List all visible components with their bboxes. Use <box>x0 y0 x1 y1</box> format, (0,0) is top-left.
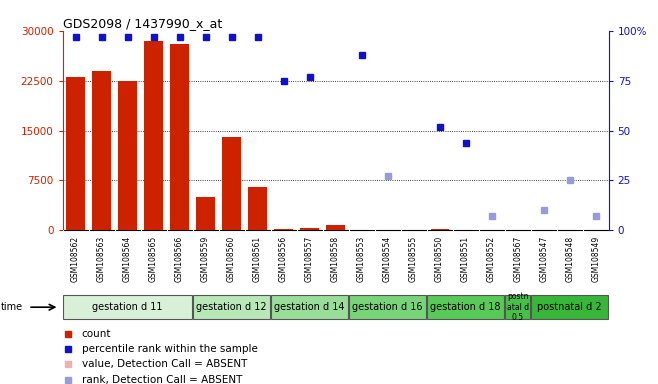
Text: GSM108553: GSM108553 <box>357 235 366 282</box>
Text: gestation d 18: gestation d 18 <box>430 302 501 312</box>
Text: GSM108566: GSM108566 <box>175 235 184 282</box>
Bar <box>222 137 241 230</box>
Bar <box>92 71 111 230</box>
Text: GSM108547: GSM108547 <box>539 235 548 282</box>
Text: GSM108554: GSM108554 <box>383 235 392 282</box>
Bar <box>349 295 426 319</box>
Bar <box>197 197 215 230</box>
Text: GSM108558: GSM108558 <box>331 235 340 281</box>
Bar <box>118 81 137 230</box>
Bar <box>326 225 345 230</box>
Bar <box>66 77 85 230</box>
Bar <box>249 187 266 230</box>
Text: gestation d 12: gestation d 12 <box>196 302 267 312</box>
Bar <box>505 295 530 319</box>
Text: GSM108556: GSM108556 <box>279 235 288 282</box>
Text: count: count <box>82 329 111 339</box>
Bar <box>193 295 270 319</box>
Text: GSM108559: GSM108559 <box>201 235 210 282</box>
Text: postnatal d 2: postnatal d 2 <box>538 302 602 312</box>
Text: GSM108567: GSM108567 <box>513 235 522 282</box>
Text: GSM108557: GSM108557 <box>305 235 314 282</box>
Text: GSM108565: GSM108565 <box>149 235 158 282</box>
Bar <box>427 295 504 319</box>
Bar <box>430 229 449 230</box>
Text: GSM108562: GSM108562 <box>71 235 80 281</box>
Text: GSM108548: GSM108548 <box>565 235 574 281</box>
Text: gestation d 16: gestation d 16 <box>352 302 423 312</box>
Text: postn
atal d
0.5: postn atal d 0.5 <box>507 292 528 322</box>
Text: GSM108551: GSM108551 <box>461 235 470 281</box>
Text: value, Detection Call = ABSENT: value, Detection Call = ABSENT <box>82 359 247 369</box>
Text: time: time <box>1 302 24 312</box>
Text: GSM108552: GSM108552 <box>487 235 496 281</box>
Text: GSM108563: GSM108563 <box>97 235 106 282</box>
Text: rank, Detection Call = ABSENT: rank, Detection Call = ABSENT <box>82 375 242 384</box>
Text: GDS2098 / 1437990_x_at: GDS2098 / 1437990_x_at <box>63 17 222 30</box>
Bar <box>144 41 163 230</box>
Text: GSM108550: GSM108550 <box>435 235 444 282</box>
Bar <box>170 44 189 230</box>
Bar <box>63 295 192 319</box>
Bar <box>531 295 608 319</box>
Text: GSM108564: GSM108564 <box>123 235 132 282</box>
Bar <box>301 228 318 230</box>
Text: GSM108549: GSM108549 <box>591 235 600 282</box>
Text: percentile rank within the sample: percentile rank within the sample <box>82 344 257 354</box>
Text: gestation d 11: gestation d 11 <box>92 302 163 312</box>
Text: gestation d 14: gestation d 14 <box>274 302 345 312</box>
Text: GSM108561: GSM108561 <box>253 235 262 281</box>
Text: GSM108560: GSM108560 <box>227 235 236 282</box>
Text: GSM108555: GSM108555 <box>409 235 418 282</box>
Bar <box>271 295 348 319</box>
Bar <box>274 229 293 230</box>
